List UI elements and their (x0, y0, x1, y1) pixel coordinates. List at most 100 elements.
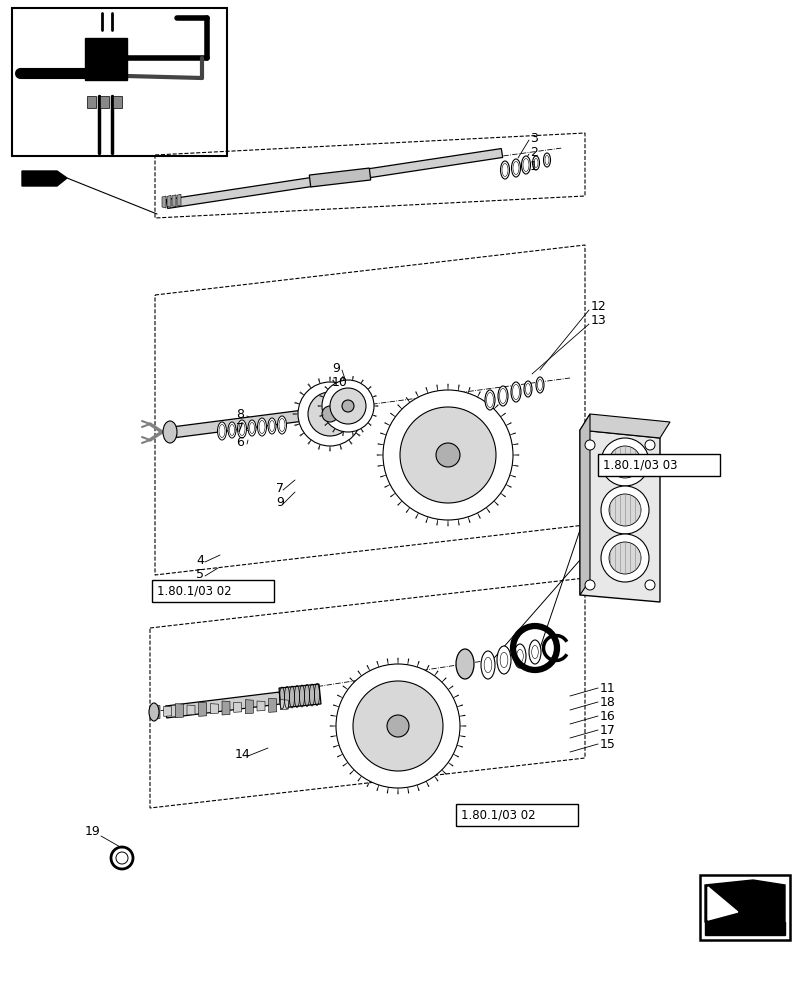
Polygon shape (360, 424, 365, 426)
Polygon shape (355, 392, 360, 395)
Polygon shape (477, 513, 480, 518)
Text: 18: 18 (599, 696, 615, 708)
Polygon shape (164, 706, 171, 716)
Circle shape (336, 664, 460, 788)
Polygon shape (406, 397, 410, 402)
Polygon shape (245, 700, 253, 714)
Polygon shape (199, 702, 207, 716)
Circle shape (608, 494, 640, 526)
Polygon shape (397, 501, 401, 505)
Ellipse shape (535, 377, 543, 393)
Polygon shape (477, 392, 480, 397)
Polygon shape (361, 380, 363, 383)
Ellipse shape (247, 420, 255, 436)
Polygon shape (512, 444, 517, 445)
Polygon shape (406, 508, 410, 513)
Polygon shape (350, 678, 354, 682)
Polygon shape (307, 384, 311, 388)
Circle shape (608, 446, 640, 478)
Text: 11: 11 (599, 682, 615, 694)
Polygon shape (367, 781, 369, 787)
Polygon shape (486, 508, 489, 513)
Polygon shape (355, 433, 360, 436)
Polygon shape (448, 762, 453, 766)
Polygon shape (376, 785, 379, 791)
Ellipse shape (532, 156, 539, 170)
Polygon shape (415, 392, 418, 397)
Polygon shape (349, 384, 352, 388)
Circle shape (322, 380, 374, 432)
Polygon shape (380, 475, 386, 477)
Polygon shape (358, 776, 361, 781)
Circle shape (644, 580, 654, 590)
Polygon shape (293, 413, 298, 415)
Polygon shape (268, 698, 277, 712)
Ellipse shape (511, 159, 520, 177)
Text: 8: 8 (236, 408, 243, 420)
Polygon shape (234, 702, 242, 712)
Circle shape (341, 400, 354, 412)
Circle shape (600, 438, 648, 486)
Polygon shape (329, 377, 330, 382)
Ellipse shape (523, 381, 531, 397)
Polygon shape (330, 736, 337, 737)
Polygon shape (172, 195, 176, 207)
Polygon shape (509, 475, 515, 477)
Ellipse shape (257, 418, 266, 436)
Circle shape (584, 440, 594, 450)
Bar (152, 580, 273, 602)
Polygon shape (493, 501, 498, 505)
Polygon shape (387, 787, 388, 793)
Polygon shape (377, 444, 384, 445)
Polygon shape (162, 196, 165, 208)
Polygon shape (349, 440, 352, 444)
Polygon shape (509, 433, 515, 435)
Polygon shape (352, 376, 354, 380)
Bar (87, 96, 96, 108)
Circle shape (584, 580, 594, 590)
Text: 1.80.1/03 03: 1.80.1/03 03 (603, 458, 676, 472)
Ellipse shape (268, 418, 276, 434)
Text: 1.80.1/03 02: 1.80.1/03 02 (157, 584, 231, 597)
Polygon shape (380, 433, 386, 435)
Polygon shape (307, 440, 311, 444)
Polygon shape (318, 444, 320, 449)
Polygon shape (318, 379, 320, 384)
Circle shape (400, 407, 496, 503)
Polygon shape (329, 446, 330, 451)
Polygon shape (165, 692, 281, 718)
Polygon shape (425, 387, 427, 393)
Polygon shape (441, 678, 446, 682)
Polygon shape (372, 415, 375, 417)
Polygon shape (333, 705, 339, 707)
Polygon shape (579, 430, 659, 602)
Polygon shape (704, 880, 784, 932)
Polygon shape (486, 397, 489, 402)
Polygon shape (210, 704, 218, 714)
Polygon shape (505, 422, 511, 425)
Text: 16: 16 (599, 710, 615, 722)
Polygon shape (459, 715, 465, 716)
Polygon shape (426, 665, 429, 671)
Ellipse shape (484, 390, 495, 410)
Polygon shape (352, 432, 354, 436)
Polygon shape (415, 513, 418, 518)
Polygon shape (337, 754, 342, 757)
Polygon shape (397, 405, 401, 409)
Bar (597, 454, 719, 476)
Polygon shape (330, 715, 337, 716)
Polygon shape (350, 770, 354, 774)
Polygon shape (324, 386, 328, 389)
Text: 12: 12 (590, 300, 606, 312)
Text: 9: 9 (332, 361, 340, 374)
Text: 19: 19 (85, 825, 101, 838)
Polygon shape (453, 695, 458, 698)
Polygon shape (337, 695, 342, 698)
Ellipse shape (500, 161, 508, 179)
Text: 3: 3 (530, 132, 537, 145)
Polygon shape (390, 413, 395, 417)
Polygon shape (279, 684, 320, 708)
Polygon shape (493, 405, 498, 409)
Polygon shape (324, 423, 328, 426)
Bar (699, 875, 789, 940)
